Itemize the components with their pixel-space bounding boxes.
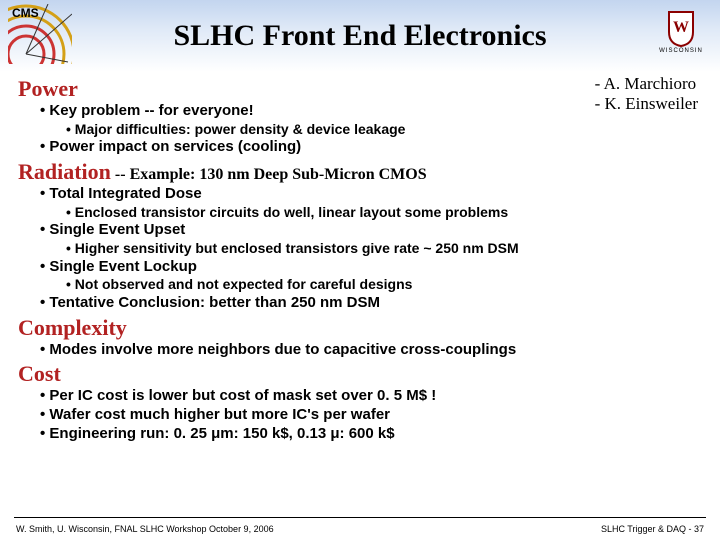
- slide-content: - A. Marchioro - K. Einsweiler Power • K…: [0, 72, 720, 444]
- heading-text: Radiation: [18, 159, 111, 184]
- bullet: • Higher sensitivity but enclosed transi…: [66, 240, 702, 258]
- footer-right: SLHC Trigger & DAQ - 37: [601, 524, 704, 534]
- heading-cost: Cost: [18, 361, 702, 387]
- footer-left: W. Smith, U. Wisconsin, FNAL SLHC Worksh…: [16, 524, 274, 534]
- bullet: • Tentative Conclusion: better than 250 …: [40, 294, 702, 313]
- bullet: • Single Event Upset: [40, 221, 702, 240]
- heading-radiation: Radiation -- Example: 130 nm Deep Sub-Mi…: [18, 159, 702, 185]
- cms-logo-text: CMS: [12, 6, 39, 20]
- bullet: • Engineering run: 0. 25 μm: 150 k$, 0.1…: [40, 425, 702, 444]
- svg-text:W: W: [673, 19, 689, 36]
- uw-logo: W WISCONSIN: [650, 8, 712, 54]
- header-band: CMS SLHC Front End Electronics W WISCONS…: [0, 0, 720, 72]
- bullet: • Power impact on services (cooling): [40, 138, 702, 157]
- attribution-line: - A. Marchioro: [595, 74, 698, 94]
- attribution-box: - A. Marchioro - K. Einsweiler: [595, 74, 698, 115]
- bullet: • Single Event Lockup: [40, 258, 702, 277]
- heading-complexity: Complexity: [18, 315, 702, 341]
- uw-label: WISCONSIN: [650, 48, 712, 54]
- footer-rule: [14, 517, 706, 518]
- bullet: • Not observed and not expected for care…: [66, 276, 702, 294]
- bullet: • Major difficulties: power density & de…: [66, 121, 702, 139]
- bullet: • Per IC cost is lower but cost of mask …: [40, 387, 702, 406]
- heading-subtext: -- Example: 130 nm Deep Sub-Micron CMOS: [111, 166, 427, 183]
- slide-title: SLHC Front End Electronics: [173, 19, 546, 53]
- bullet: • Wafer cost much higher but more IC's p…: [40, 406, 702, 425]
- bullet: • Total Integrated Dose: [40, 185, 702, 204]
- attribution-line: - K. Einsweiler: [595, 94, 698, 114]
- uw-crest-icon: W: [661, 8, 701, 48]
- bullet: • Enclosed transistor circuits do well, …: [66, 204, 702, 222]
- bullet: • Modes involve more neighbors due to ca…: [40, 341, 702, 360]
- cms-logo: CMS: [8, 4, 72, 64]
